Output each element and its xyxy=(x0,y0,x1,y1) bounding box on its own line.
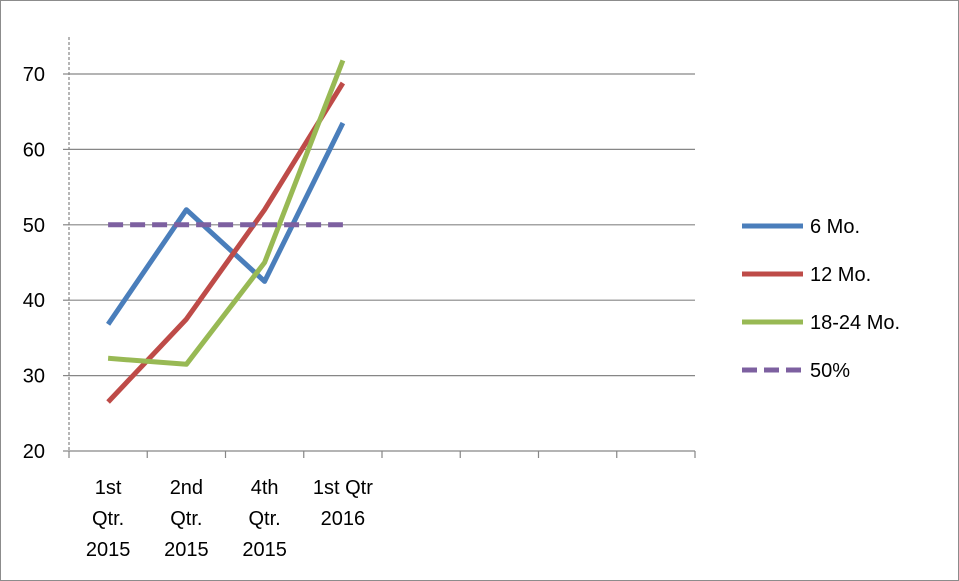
axes xyxy=(63,37,696,458)
y-tick-label: 50 xyxy=(23,215,45,237)
y-tick-label: 20 xyxy=(23,441,45,463)
legend-label-1: 6 Mo. xyxy=(810,216,860,238)
y-tick-label: 30 xyxy=(23,366,45,388)
x-tick-label: 1st Qtr 2016 xyxy=(313,477,373,530)
y-tick-label: 40 xyxy=(23,290,45,312)
x-tick-label: 2nd Qtr. 2015 xyxy=(164,477,209,561)
x-tick-label: 1st Qtr. 2015 xyxy=(86,477,131,561)
legend-label-3: 18-24 Mo. xyxy=(810,312,900,334)
x-axis-tick-labels: 1st Qtr. 2015 2nd Qtr. 2015 4th Qtr. 2015 1st Qtr… xyxy=(86,477,373,561)
legend-label-4: 50% xyxy=(810,360,850,382)
series-line-1 xyxy=(106,121,346,326)
legend-label-2: 12 Mo. xyxy=(810,264,871,286)
y-axis-tick-labels: 20 30 40 50 60 70 xyxy=(23,64,45,463)
legend: 6 Mo. 12 Mo. 18-24 Mo. 50% xyxy=(742,216,900,382)
x-tick-label: 4th Qtr. 2015 xyxy=(242,477,287,561)
series-line-3 xyxy=(107,59,346,367)
y-tick-label: 60 xyxy=(23,139,45,161)
series-lines xyxy=(106,59,346,404)
y-tick-label: 70 xyxy=(23,64,45,86)
